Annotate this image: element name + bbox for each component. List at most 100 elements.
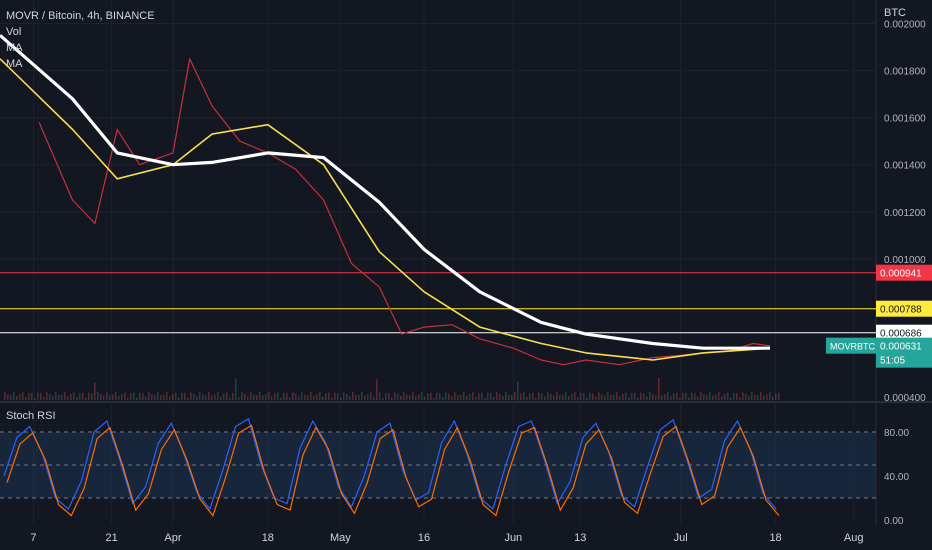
volume-bar bbox=[259, 392, 261, 400]
volume-bar bbox=[190, 392, 192, 400]
x-tick-label: 7 bbox=[30, 532, 36, 544]
volume-bar bbox=[664, 394, 666, 400]
volume-bar bbox=[475, 396, 477, 400]
x-tick-label: 18 bbox=[769, 532, 781, 544]
volume-bar bbox=[565, 392, 567, 400]
volume-bar bbox=[199, 392, 201, 400]
volume-bar bbox=[334, 392, 336, 400]
volume-bar bbox=[55, 392, 57, 400]
volume-bar bbox=[418, 394, 420, 400]
x-tick-label: Jul bbox=[674, 532, 688, 544]
volume-bar bbox=[364, 395, 366, 400]
volume-bar bbox=[427, 393, 429, 400]
volume-bar bbox=[469, 393, 471, 400]
x-tick-label: 16 bbox=[418, 532, 430, 544]
volume-bar bbox=[244, 393, 246, 400]
volume-bar bbox=[619, 396, 621, 400]
horizontal-levels: 0.000941 0.000788 0.000686 MOVRBTC 0.000631 5… bbox=[0, 264, 932, 368]
volume-bar bbox=[46, 392, 48, 400]
volume-bar bbox=[4, 392, 6, 400]
volume-bar bbox=[460, 394, 462, 400]
volume-bar bbox=[76, 397, 78, 400]
volume-bar bbox=[58, 394, 60, 400]
volume-bar bbox=[157, 392, 159, 400]
volume-bar bbox=[226, 392, 228, 400]
volume-bar bbox=[388, 393, 390, 400]
volume-bar bbox=[7, 394, 9, 400]
price-axis[interactable]: 0.002000 0.001800 0.001600 0.001400 0.001200… bbox=[884, 20, 926, 404]
volume-bar bbox=[490, 393, 492, 400]
indicator-ma-1[interactable]: MA bbox=[6, 42, 23, 54]
volume-bar bbox=[325, 393, 327, 400]
volume-bar bbox=[532, 392, 534, 400]
volume-bar bbox=[124, 392, 126, 400]
volume-bar bbox=[154, 395, 156, 400]
volume-bar bbox=[403, 392, 405, 400]
symbol-title[interactable]: MOVR / Bitcoin, 4h, BINANCE bbox=[6, 10, 155, 22]
stoch-rsi-title[interactable]: Stoch RSI bbox=[6, 410, 56, 422]
volume-bar bbox=[472, 392, 474, 400]
volume-bar bbox=[340, 397, 342, 400]
volume-bar bbox=[292, 392, 294, 400]
volume-bar bbox=[610, 395, 612, 400]
volume-bar bbox=[658, 378, 660, 400]
volume-bar bbox=[382, 397, 384, 400]
last-price-bg bbox=[876, 337, 932, 368]
volume-bar bbox=[667, 392, 669, 400]
volume-bar bbox=[232, 392, 234, 400]
x-tick-label: May bbox=[330, 532, 351, 544]
volume-bar bbox=[487, 392, 489, 400]
volume-bar bbox=[499, 394, 501, 400]
volume-bar bbox=[319, 392, 321, 400]
volume-bar bbox=[703, 394, 705, 400]
volume-bar bbox=[613, 394, 615, 400]
volume-bar bbox=[415, 395, 417, 400]
volume-bar bbox=[661, 395, 663, 400]
volume-bar bbox=[508, 394, 510, 400]
volume-bar bbox=[103, 395, 105, 400]
volume-bar bbox=[772, 396, 774, 400]
volume-bar bbox=[223, 393, 225, 400]
indicator-ma-2[interactable]: MA bbox=[6, 58, 23, 70]
volume-bar bbox=[463, 392, 465, 400]
volume-bar bbox=[742, 392, 744, 400]
volume-bar bbox=[181, 392, 183, 400]
volume-bar bbox=[589, 392, 591, 400]
volume-bar bbox=[556, 392, 558, 400]
volume-bar bbox=[727, 392, 729, 400]
countdown-label: 51:05 bbox=[880, 356, 905, 367]
volume-bar bbox=[511, 394, 513, 400]
last-price-label: 0.000631 bbox=[880, 342, 922, 353]
volume-bar bbox=[169, 396, 171, 400]
volume-bar bbox=[412, 392, 414, 400]
volume-bar bbox=[310, 392, 312, 400]
volume-bar bbox=[616, 392, 618, 400]
volume-bar bbox=[481, 392, 483, 400]
volume-bar bbox=[679, 397, 681, 400]
volume-bar bbox=[592, 393, 594, 400]
volume-bar bbox=[523, 392, 525, 400]
y-tick-label: 0.001600 bbox=[884, 114, 926, 125]
volume-bar bbox=[25, 396, 27, 400]
volume-bar bbox=[751, 392, 753, 400]
volume-bar bbox=[433, 397, 435, 400]
level-label-bg bbox=[876, 300, 932, 317]
volume-bar bbox=[19, 393, 21, 400]
volume-bar bbox=[466, 395, 468, 400]
volume-bar bbox=[28, 393, 30, 400]
volume-bar bbox=[82, 392, 84, 400]
volume-bar bbox=[352, 392, 354, 400]
volume-bar bbox=[337, 393, 339, 400]
indicator-vol[interactable]: Vol bbox=[6, 26, 22, 38]
volume-bar bbox=[406, 394, 408, 400]
volume-bar bbox=[148, 392, 150, 400]
time-axis[interactable]: 7 21 Apr 18 May 16 Jun 13 Jul 18 Aug bbox=[0, 524, 932, 550]
volume-bar bbox=[184, 392, 186, 400]
volume-bar bbox=[673, 393, 675, 400]
volume-bar bbox=[421, 392, 423, 400]
volume-bar bbox=[625, 392, 627, 400]
volume-bar bbox=[442, 396, 444, 400]
volume-bar bbox=[655, 395, 657, 400]
volume-bar bbox=[85, 397, 87, 400]
